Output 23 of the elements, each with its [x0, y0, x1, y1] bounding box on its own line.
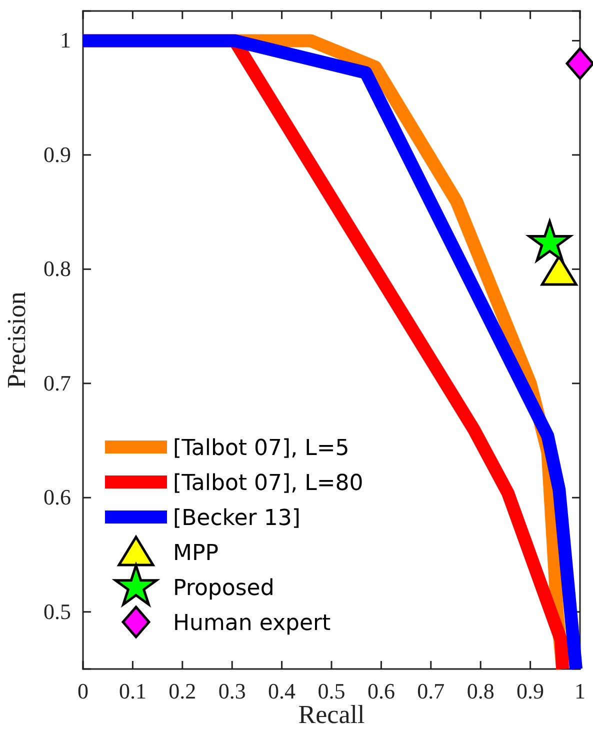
y-tick-label: 0.7: [44, 370, 71, 396]
x-tick-label: 0.3: [218, 678, 246, 704]
x-tick-label: 0.8: [466, 678, 494, 704]
x-tick-label: 0.1: [118, 678, 146, 704]
x-tick-label: 0.4: [268, 678, 296, 704]
y-tick-label: 1: [60, 28, 71, 53]
legend-label: Human expert: [173, 611, 332, 636]
y-tick-label: 0.5: [44, 598, 71, 624]
y-tick-label: 0.8: [44, 256, 71, 282]
legend-label: [Becker 13]: [173, 506, 300, 531]
x-tick-label: 0.2: [168, 678, 196, 704]
x-tick-label: 0.7: [417, 678, 445, 704]
x-tick-label: 0: [78, 678, 88, 704]
x-tick-label: 1: [574, 678, 586, 704]
x-tick-label: 0.6: [367, 678, 395, 704]
legend-label: MPP: [173, 541, 219, 566]
legend-label: [Talbot 07], L=5: [173, 436, 350, 461]
legend-label: Proposed: [173, 576, 274, 601]
y-tick-label: 0.6: [44, 484, 71, 510]
y-tick-label: 0.9: [44, 142, 71, 167]
y-axis-title: Precision: [2, 292, 31, 388]
x-tick-label: 0.9: [516, 678, 544, 704]
legend-label: [Talbot 07], L=80: [173, 471, 364, 496]
